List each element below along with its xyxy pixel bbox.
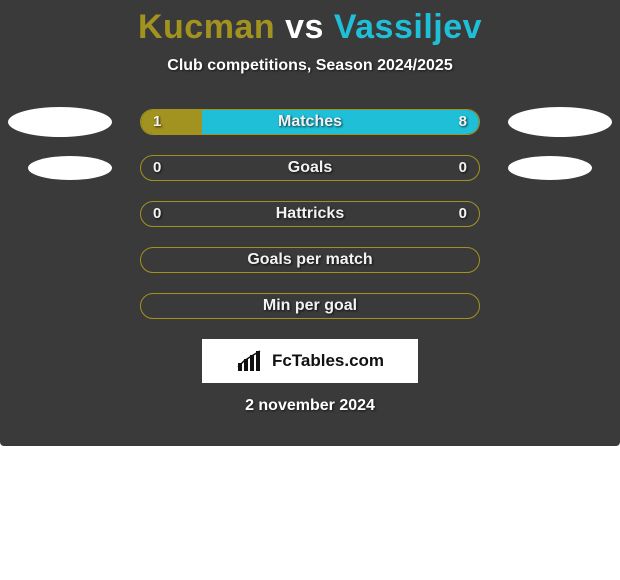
title-vs: vs xyxy=(285,8,324,46)
page-title: Kucman vs Vassiljev xyxy=(0,0,620,47)
stat-row-min-per-goal: Min per goal xyxy=(0,293,620,319)
stat-row-goals: 0 Goals 0 xyxy=(0,155,620,181)
stat-label: Min per goal xyxy=(141,294,479,318)
bar-chart-icon xyxy=(236,349,266,373)
avatar-left xyxy=(28,156,112,180)
title-right-name: Vassiljev xyxy=(334,8,482,46)
stat-label: Goals per match xyxy=(141,248,479,272)
stats-rows: 1 Matches 8 0 Goals 0 0 Hattricks xyxy=(0,109,620,319)
avatar-left xyxy=(8,107,112,137)
stat-bar: 0 Goals 0 xyxy=(140,155,480,181)
logo-box: FcTables.com xyxy=(202,339,418,383)
stat-value-right: 0 xyxy=(459,202,467,226)
stat-bar: Goals per match xyxy=(140,247,480,273)
avatar-right xyxy=(508,107,612,137)
stat-row-hattricks: 0 Hattricks 0 xyxy=(0,201,620,227)
stat-label: Goals xyxy=(141,156,479,180)
subtitle: Club competitions, Season 2024/2025 xyxy=(0,57,620,75)
stat-row-goals-per-match: Goals per match xyxy=(0,247,620,273)
comparison-card: Kucman vs Vassiljev Club competitions, S… xyxy=(0,0,620,446)
logo-text: FcTables.com xyxy=(272,351,384,371)
stat-value-right: 8 xyxy=(459,110,467,134)
stat-label: Matches xyxy=(141,110,479,134)
stat-value-right: 0 xyxy=(459,156,467,180)
stat-bar: 0 Hattricks 0 xyxy=(140,201,480,227)
stat-row-matches: 1 Matches 8 xyxy=(0,109,620,135)
title-left-name: Kucman xyxy=(138,8,275,46)
date-text: 2 november 2024 xyxy=(0,397,620,415)
stat-bar: 1 Matches 8 xyxy=(140,109,480,135)
stat-bar: Min per goal xyxy=(140,293,480,319)
avatar-right xyxy=(508,156,592,180)
stat-label: Hattricks xyxy=(141,202,479,226)
